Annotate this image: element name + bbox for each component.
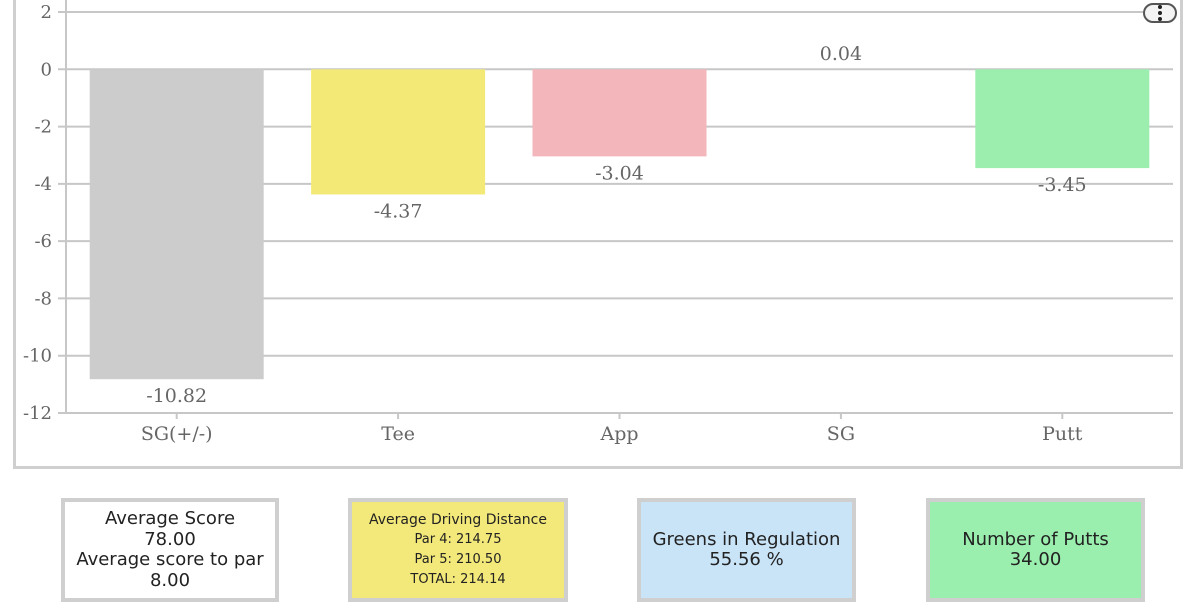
y-tick-label: -2 bbox=[34, 117, 52, 138]
driving-par4: Par 4: 214.75 bbox=[414, 532, 502, 547]
average-score-box: Average Score 78.00 Average score to par… bbox=[61, 498, 279, 602]
driving-total: TOTAL: 214.14 bbox=[410, 572, 506, 587]
gir-title: Greens in Regulation bbox=[652, 529, 841, 550]
data-label: -10.82 bbox=[146, 385, 207, 407]
data-label: -3.45 bbox=[1038, 174, 1087, 196]
average-score-value: 78.00 bbox=[144, 528, 196, 550]
bar-chart: 2 0 -2 -4 -6 -8 -10 -12 -10.82 SG(+/-) -4.37 Tee -3.… bbox=[23, 0, 1173, 445]
y-tick-label: -4 bbox=[34, 174, 52, 195]
x-category-label: Tee bbox=[381, 423, 415, 445]
chart-container: 2 0 -2 -4 -6 -8 -10 -12 -10.82 SG(+/-) -4.37 Tee -3.… bbox=[13, 0, 1183, 469]
average-score-title: Average Score bbox=[104, 508, 236, 529]
y-tick-label: 0 bbox=[41, 59, 52, 80]
bar bbox=[532, 69, 707, 157]
number-of-putts-box: Number of Putts 34.00 bbox=[926, 498, 1145, 602]
y-tick-label: 2 bbox=[41, 2, 52, 23]
y-tick-label: -12 bbox=[23, 403, 52, 424]
vertical-dots-icon bbox=[1158, 5, 1162, 21]
chart-menu-button[interactable] bbox=[1143, 3, 1177, 23]
data-label: -4.37 bbox=[374, 200, 423, 222]
gir-value: 55.56 % bbox=[709, 549, 784, 570]
data-label: -3.04 bbox=[595, 162, 644, 184]
score-to-par-value: 8.00 bbox=[149, 569, 191, 591]
x-category-label: Putt bbox=[1042, 423, 1083, 445]
greens-in-regulation-box: Greens in Regulation 55.56 % bbox=[637, 498, 856, 602]
data-label: 0.04 bbox=[820, 43, 862, 65]
driving-distance-box: Average Driving Distance Par 4: 214.75 P… bbox=[348, 498, 568, 602]
x-category-label: App bbox=[599, 423, 638, 445]
driving-par5: Par 5: 210.50 bbox=[414, 552, 502, 567]
driving-distance-title: Average Driving Distance bbox=[369, 512, 547, 528]
x-category-label: SG(+/-) bbox=[141, 423, 213, 445]
bar bbox=[89, 69, 264, 380]
y-tick-label: -10 bbox=[23, 346, 52, 367]
x-category-label: SG bbox=[827, 423, 855, 445]
bar bbox=[311, 69, 486, 195]
putts-title: Number of Putts bbox=[962, 529, 1109, 550]
bar bbox=[975, 69, 1150, 169]
y-tick-label: -8 bbox=[34, 288, 52, 309]
score-to-par-title: Average score to par bbox=[76, 549, 264, 570]
putts-value: 34.00 bbox=[1009, 549, 1062, 570]
y-tick-label: -6 bbox=[34, 231, 52, 252]
